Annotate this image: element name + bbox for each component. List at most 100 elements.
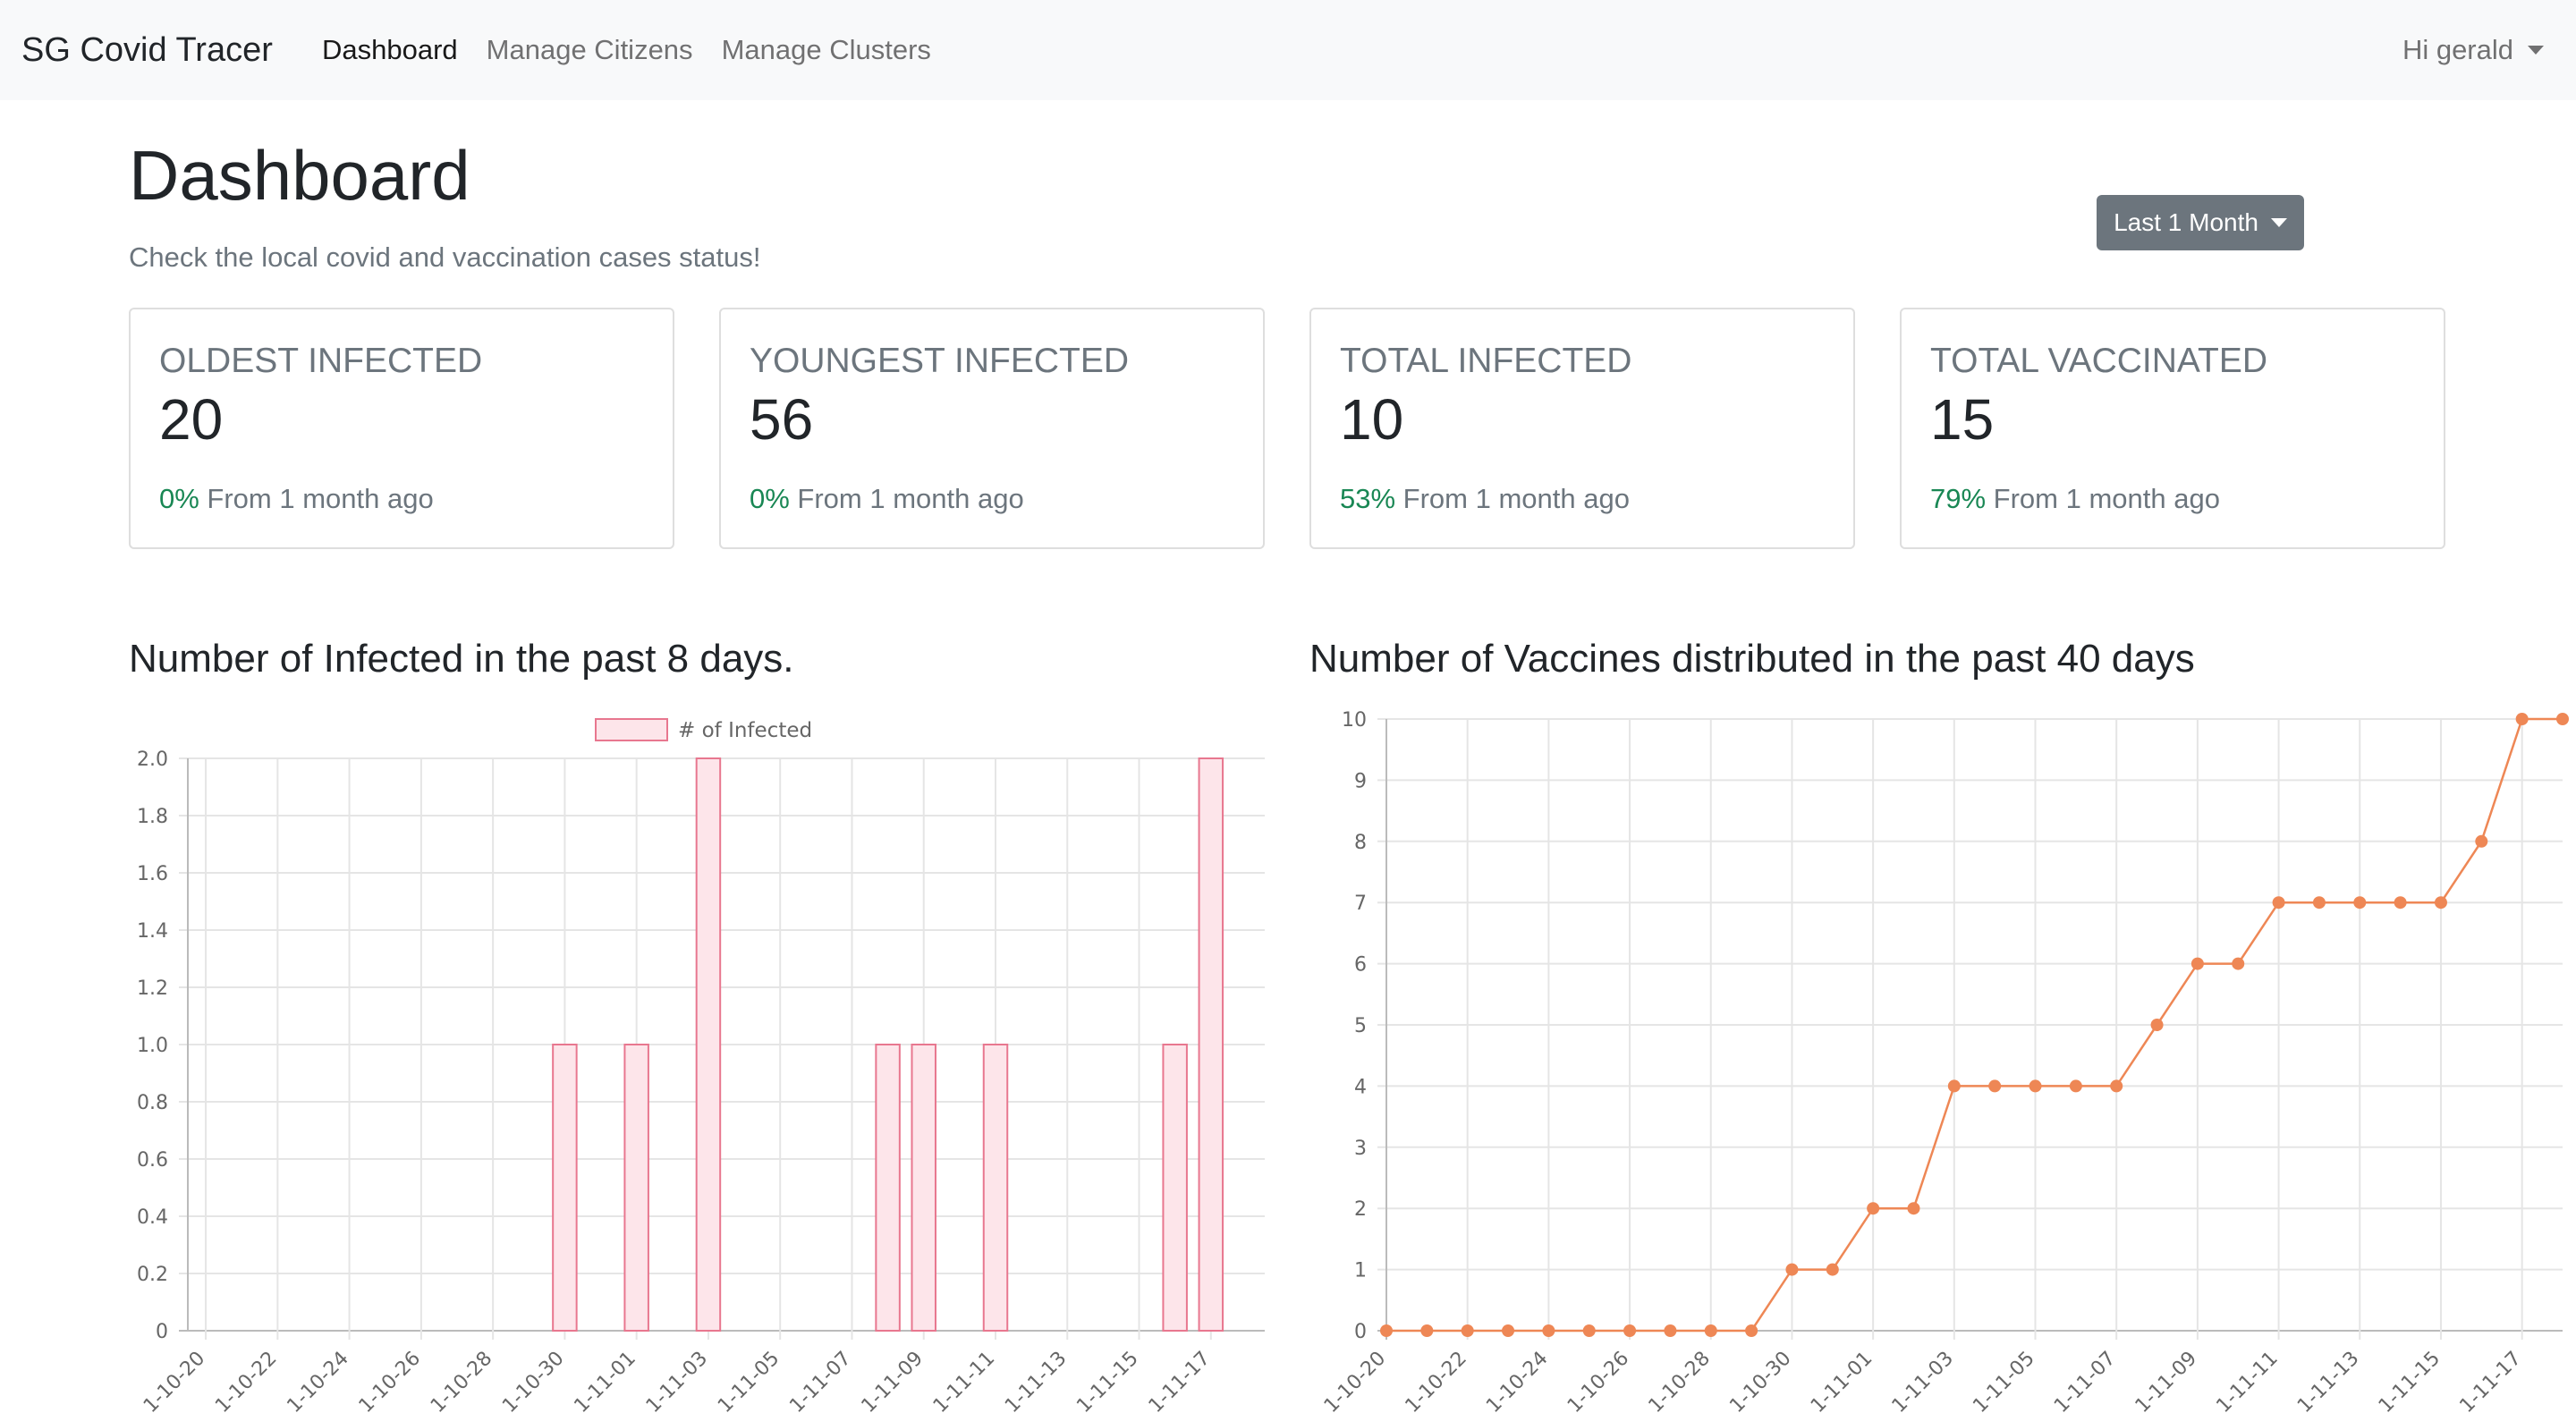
data-point[interactable] <box>2029 1079 2042 1093</box>
chevron-down-icon <box>2528 46 2544 55</box>
x-tick-label: 1-11-01 <box>571 1348 640 1413</box>
data-point[interactable] <box>2150 1019 2164 1031</box>
vaccines-chart-title: Number of Vaccines distributed in the pa… <box>1309 637 2195 681</box>
x-tick-label: 1-11-15 <box>2375 1348 2445 1413</box>
data-point[interactable] <box>2110 1079 2123 1093</box>
bar[interactable] <box>695 757 722 1332</box>
time-range-label: Last 1 Month <box>2114 208 2258 236</box>
infected-chart-title: Number of Infected in the past 8 days. <box>129 637 794 681</box>
card-footer: 0% From 1 month ago <box>159 483 434 515</box>
user-menu[interactable]: Hi gerald <box>2402 34 2544 66</box>
card-footer: 53% From 1 month ago <box>1340 483 1630 515</box>
card-label: OLDEST INFECTED <box>159 342 483 380</box>
x-tick-label: 1-11-13 <box>1001 1348 1071 1413</box>
data-point[interactable] <box>1745 1324 1758 1337</box>
y-tick-label: 1.6 <box>137 863 168 885</box>
x-tick-label: 1-11-07 <box>2050 1348 2120 1413</box>
card-footer: 79% From 1 month ago <box>1930 483 2220 515</box>
page-subtitle: Check the local covid and vaccination ca… <box>129 241 761 273</box>
card-change-text: From 1 month ago <box>789 483 1024 514</box>
data-point[interactable] <box>1988 1079 2002 1093</box>
x-tick-label: 1-10-30 <box>1725 1348 1795 1413</box>
data-point[interactable] <box>1623 1324 1637 1337</box>
data-point[interactable] <box>1502 1324 1515 1337</box>
data-point[interactable] <box>1907 1202 1920 1215</box>
youngest-infected-card: YOUNGEST INFECTED 56 0% From 1 month ago <box>719 308 1265 549</box>
y-tick-label: 7 <box>1354 893 1367 915</box>
data-point[interactable] <box>2190 957 2204 970</box>
bar[interactable] <box>1162 1044 1188 1332</box>
y-tick-label: 4 <box>1354 1076 1367 1098</box>
page-title: Dashboard <box>129 136 470 215</box>
x-tick-label: 1-10-28 <box>1645 1348 1715 1413</box>
bar[interactable] <box>552 1044 578 1332</box>
data-point[interactable] <box>1582 1324 1596 1337</box>
data-point[interactable] <box>2353 896 2367 910</box>
x-tick-label: 1-11-15 <box>1072 1348 1142 1413</box>
time-range-dropdown[interactable]: Last 1 Month <box>2097 195 2304 250</box>
data-point[interactable] <box>2475 834 2488 848</box>
legend-label: # of Infected <box>678 719 812 742</box>
data-point[interactable] <box>2556 713 2569 725</box>
x-tick-label: 1-11-11 <box>2212 1348 2282 1413</box>
data-point[interactable] <box>2272 896 2285 910</box>
y-tick-label: 0.4 <box>137 1206 168 1229</box>
x-tick-label: 1-10-24 <box>1482 1348 1552 1413</box>
x-tick-label: 1-11-09 <box>2131 1348 2201 1413</box>
y-tick-label: 9 <box>1354 770 1367 792</box>
bar[interactable] <box>982 1044 1009 1332</box>
total-vaccinated-card: TOTAL VACCINATED 15 79% From 1 month ago <box>1900 308 2445 549</box>
bar[interactable] <box>875 1044 901 1332</box>
y-tick-label: 0.6 <box>137 1149 168 1172</box>
data-point[interactable] <box>1867 1202 1880 1215</box>
data-point[interactable] <box>1380 1324 1393 1337</box>
card-change-percent: 0% <box>159 483 199 514</box>
data-point[interactable] <box>1461 1324 1474 1337</box>
x-tick-label: 1-10-20 <box>1320 1348 1390 1413</box>
nav-dashboard[interactable]: Dashboard <box>322 34 458 65</box>
bar[interactable] <box>623 1044 649 1332</box>
x-tick-label: 1-11-17 <box>1145 1348 1215 1413</box>
nav-links: Dashboard Manage Citizens Manage Cluster… <box>322 34 931 66</box>
bar[interactable] <box>911 1044 936 1332</box>
y-tick-label: 0.2 <box>137 1264 168 1286</box>
total-infected-card: TOTAL INFECTED 10 53% From 1 month ago <box>1309 308 1855 549</box>
nav-manage-citizens[interactable]: Manage Citizens <box>486 34 693 65</box>
data-point[interactable] <box>1826 1263 1839 1276</box>
oldest-infected-card: OLDEST INFECTED 20 0% From 1 month ago <box>129 308 674 549</box>
y-tick-label: 1.4 <box>137 920 168 943</box>
data-point[interactable] <box>2232 957 2245 970</box>
card-value: 56 <box>750 387 814 452</box>
x-tick-label: 1-11-11 <box>929 1348 999 1413</box>
card-change-text: From 1 month ago <box>1395 483 1630 514</box>
x-tick-label: 1-10-24 <box>283 1348 352 1413</box>
nav-manage-clusters[interactable]: Manage Clusters <box>721 34 931 65</box>
y-tick-label: 1.0 <box>137 1035 168 1057</box>
x-tick-label: 1-10-26 <box>1563 1348 1633 1413</box>
data-point[interactable] <box>2394 896 2407 910</box>
vaccines-line-chart[interactable]: 0 1 2 3 4 5 6 7 8 9 10 1-10-20 1-10-22 1-10-24 1-10-26… <box>1309 706 2576 1413</box>
data-point[interactable] <box>1785 1263 1799 1276</box>
y-tick-label: 2.0 <box>137 749 168 771</box>
card-footer: 0% From 1 month ago <box>750 483 1024 515</box>
chevron-down-icon <box>2270 218 2287 227</box>
y-tick-label: 5 <box>1354 1015 1367 1037</box>
data-point[interactable] <box>1704 1324 1717 1337</box>
data-point[interactable] <box>2312 896 2326 910</box>
card-label: TOTAL VACCINATED <box>1930 342 2268 380</box>
brand[interactable]: SG Covid Tracer <box>21 30 273 69</box>
data-point[interactable] <box>1542 1324 1555 1337</box>
bar[interactable] <box>1198 757 1224 1332</box>
data-point[interactable] <box>2434 896 2447 910</box>
data-point[interactable] <box>1947 1079 1961 1093</box>
card-change-text: From 1 month ago <box>199 483 434 514</box>
card-change-percent: 79% <box>1930 483 1987 514</box>
data-point[interactable] <box>2069 1079 2082 1093</box>
data-point[interactable] <box>2515 713 2529 725</box>
data-point[interactable] <box>1420 1324 1434 1337</box>
x-tick-label: 1-11-13 <box>2293 1348 2363 1413</box>
series-line <box>1386 717 2563 1333</box>
infected-bar-chart[interactable]: 00.20.40.60.81.01.21.41.61.82.01-10-20 1-… <box>129 706 1270 1413</box>
x-tick-label: 1-10-28 <box>427 1348 496 1413</box>
data-point[interactable] <box>1664 1324 1677 1337</box>
